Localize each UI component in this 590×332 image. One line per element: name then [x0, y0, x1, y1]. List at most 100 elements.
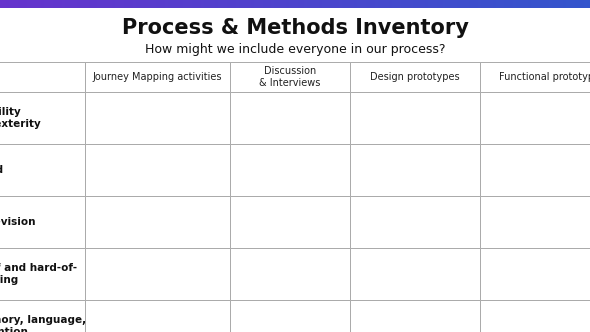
- Bar: [484, 0, 487, 8]
- Bar: [480, 92, 590, 144]
- Bar: [481, 0, 484, 8]
- Bar: [85, 92, 230, 144]
- Bar: [195, 0, 198, 8]
- Bar: [9, 0, 12, 8]
- Bar: [38, 0, 41, 8]
- Bar: [100, 0, 103, 8]
- Bar: [543, 0, 546, 8]
- Bar: [555, 0, 558, 8]
- Text: Process & Methods Inventory: Process & Methods Inventory: [122, 18, 468, 38]
- Text: Design prototypes: Design prototypes: [370, 72, 460, 82]
- Bar: [221, 0, 224, 8]
- Bar: [263, 0, 266, 8]
- Bar: [384, 0, 386, 8]
- Bar: [363, 0, 366, 8]
- Bar: [507, 0, 510, 8]
- Bar: [292, 0, 295, 8]
- Text: Blind: Blind: [0, 165, 3, 175]
- Bar: [159, 0, 162, 8]
- Bar: [139, 0, 142, 8]
- Bar: [186, 0, 189, 8]
- Bar: [218, 0, 221, 8]
- Text: Deaf and hard-of-
hearing: Deaf and hard-of- hearing: [0, 263, 77, 285]
- Text: Discussion
& Interviews: Discussion & Interviews: [260, 66, 321, 88]
- Bar: [339, 0, 342, 8]
- Bar: [88, 0, 91, 8]
- Bar: [522, 0, 525, 8]
- Bar: [230, 62, 350, 92]
- Bar: [480, 62, 590, 92]
- Bar: [0, 0, 3, 8]
- Bar: [289, 0, 292, 8]
- Bar: [50, 0, 53, 8]
- Bar: [227, 0, 230, 8]
- Bar: [480, 248, 590, 300]
- Bar: [549, 0, 552, 8]
- Bar: [18, 0, 21, 8]
- Bar: [310, 0, 313, 8]
- Bar: [422, 0, 425, 8]
- Bar: [130, 0, 133, 8]
- Bar: [404, 0, 407, 8]
- Bar: [83, 0, 86, 8]
- Bar: [357, 0, 360, 8]
- Bar: [65, 0, 68, 8]
- Bar: [260, 0, 263, 8]
- Bar: [85, 196, 230, 248]
- Bar: [466, 0, 469, 8]
- Bar: [27, 0, 30, 8]
- Bar: [0, 300, 85, 332]
- Bar: [251, 0, 254, 8]
- Bar: [183, 0, 186, 8]
- Bar: [53, 0, 56, 8]
- Text: Memory, language,
attention: Memory, language, attention: [0, 315, 86, 332]
- Bar: [354, 0, 357, 8]
- Bar: [162, 0, 165, 8]
- Bar: [490, 0, 493, 8]
- Bar: [124, 0, 127, 8]
- Bar: [171, 0, 174, 8]
- Bar: [283, 0, 286, 8]
- Bar: [71, 0, 74, 8]
- Bar: [136, 0, 139, 8]
- Bar: [587, 0, 590, 8]
- Bar: [24, 0, 27, 8]
- Bar: [499, 0, 502, 8]
- Bar: [174, 0, 177, 8]
- Text: Low-vision: Low-vision: [0, 217, 35, 227]
- Bar: [148, 0, 150, 8]
- Bar: [12, 0, 15, 8]
- Bar: [475, 0, 478, 8]
- Bar: [215, 0, 218, 8]
- Bar: [425, 0, 428, 8]
- Bar: [142, 0, 145, 8]
- Bar: [566, 0, 569, 8]
- Bar: [531, 0, 534, 8]
- Bar: [348, 0, 351, 8]
- Bar: [324, 0, 327, 8]
- Bar: [180, 0, 183, 8]
- Bar: [280, 0, 283, 8]
- Bar: [266, 0, 268, 8]
- Bar: [360, 0, 363, 8]
- Bar: [145, 0, 148, 8]
- Bar: [322, 0, 324, 8]
- Bar: [165, 0, 168, 8]
- Bar: [74, 0, 77, 8]
- Bar: [230, 92, 350, 144]
- Bar: [268, 0, 271, 8]
- Bar: [442, 0, 445, 8]
- Bar: [295, 0, 298, 8]
- Bar: [534, 0, 537, 8]
- Bar: [153, 0, 156, 8]
- Bar: [212, 0, 215, 8]
- Bar: [537, 0, 540, 8]
- Bar: [510, 0, 513, 8]
- Bar: [395, 0, 398, 8]
- Bar: [528, 0, 531, 8]
- Bar: [319, 0, 322, 8]
- Bar: [168, 0, 171, 8]
- Bar: [85, 62, 230, 92]
- Bar: [115, 0, 118, 8]
- Bar: [552, 0, 555, 8]
